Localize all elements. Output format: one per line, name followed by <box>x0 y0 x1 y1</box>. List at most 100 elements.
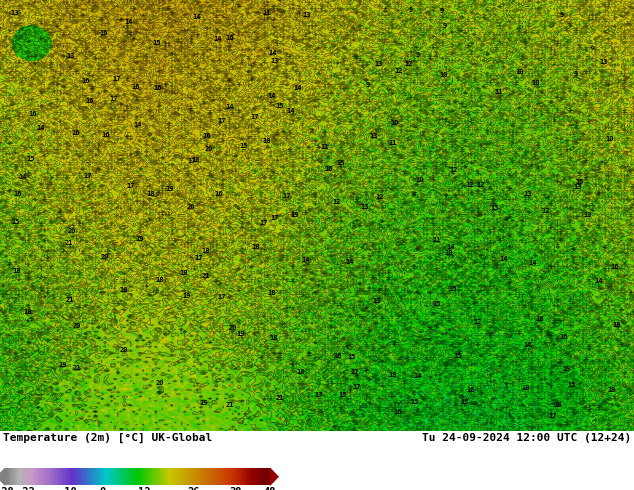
Bar <box>36 468 37 485</box>
Bar <box>225 468 227 485</box>
Text: 17: 17 <box>127 183 135 189</box>
FancyArrow shape <box>0 468 5 485</box>
Bar <box>51 468 53 485</box>
Bar <box>33 468 35 485</box>
Text: 17: 17 <box>259 220 268 226</box>
Text: 18: 18 <box>179 270 188 275</box>
Bar <box>106 468 108 485</box>
Bar <box>150 468 152 485</box>
Text: 18: 18 <box>613 322 621 328</box>
Text: 9: 9 <box>574 71 578 77</box>
Text: 14: 14 <box>36 125 45 131</box>
Text: 14: 14 <box>225 104 233 110</box>
Text: 17: 17 <box>353 385 361 391</box>
Bar <box>164 468 166 485</box>
Text: 18: 18 <box>268 290 276 296</box>
Text: 10: 10 <box>416 177 424 183</box>
Bar <box>86 468 87 485</box>
Bar <box>127 468 129 485</box>
Bar <box>6 468 8 485</box>
Text: 18: 18 <box>146 192 155 197</box>
Bar <box>34 468 36 485</box>
Bar <box>37 468 39 485</box>
Bar <box>91 468 93 485</box>
Bar <box>18 468 20 485</box>
Bar <box>124 468 126 485</box>
Text: 12: 12 <box>394 68 403 74</box>
Text: 18: 18 <box>202 248 210 254</box>
Text: 13: 13 <box>10 10 18 17</box>
Text: 20: 20 <box>67 228 76 234</box>
Text: 14: 14 <box>192 14 201 20</box>
Bar <box>107 468 109 485</box>
Text: 12: 12 <box>473 318 482 325</box>
Text: Tu 24-09-2024 12:00 UTC (12+24): Tu 24-09-2024 12:00 UTC (12+24) <box>422 433 631 443</box>
Bar <box>156 468 158 485</box>
Bar <box>262 468 264 485</box>
Text: -10: -10 <box>58 487 77 490</box>
Text: 26: 26 <box>187 487 200 490</box>
Text: 13: 13 <box>370 133 378 139</box>
Text: 9: 9 <box>439 7 444 14</box>
Bar <box>190 468 192 485</box>
Bar <box>193 468 195 485</box>
Bar <box>145 468 147 485</box>
Bar <box>234 468 236 485</box>
Bar <box>261 468 262 485</box>
Bar <box>268 468 269 485</box>
Bar <box>22 468 24 485</box>
Bar <box>152 468 154 485</box>
Bar <box>188 468 190 485</box>
Bar <box>204 468 205 485</box>
Text: 18: 18 <box>521 385 529 391</box>
Bar <box>20 468 22 485</box>
Bar <box>78 468 80 485</box>
Bar <box>54 468 56 485</box>
Bar <box>81 468 82 485</box>
Bar <box>50 468 52 485</box>
Bar <box>93 468 94 485</box>
Bar <box>11 468 13 485</box>
Text: 17: 17 <box>113 76 121 82</box>
Text: 13: 13 <box>270 58 278 64</box>
Bar <box>195 468 197 485</box>
Text: 16: 16 <box>202 133 211 139</box>
Text: 13: 13 <box>583 212 592 218</box>
Text: 11: 11 <box>389 140 398 147</box>
Text: 19: 19 <box>183 293 191 299</box>
Text: 14: 14 <box>301 257 309 263</box>
Text: 15: 15 <box>339 392 347 398</box>
Text: 16: 16 <box>325 166 333 172</box>
Text: 13: 13 <box>372 298 380 304</box>
Bar <box>252 468 253 485</box>
Bar <box>158 468 160 485</box>
Bar <box>101 468 103 485</box>
Bar <box>43 468 45 485</box>
Bar <box>58 468 60 485</box>
Text: -28: -28 <box>0 487 15 490</box>
Bar <box>236 468 237 485</box>
Bar <box>183 468 184 485</box>
Text: 21: 21 <box>65 240 73 246</box>
Bar <box>5 468 7 485</box>
Bar <box>256 468 257 485</box>
Text: 15: 15 <box>491 205 499 211</box>
Bar <box>214 468 216 485</box>
Text: 14: 14 <box>287 108 295 114</box>
Bar <box>157 468 159 485</box>
Text: 21: 21 <box>275 395 284 401</box>
Bar <box>153 468 155 485</box>
Text: 14: 14 <box>268 93 276 99</box>
Bar <box>144 468 146 485</box>
Bar <box>168 468 170 485</box>
Bar <box>108 468 110 485</box>
Bar <box>119 468 120 485</box>
Bar <box>90 468 92 485</box>
Text: 15: 15 <box>337 160 346 166</box>
Bar <box>75 468 77 485</box>
Text: 15: 15 <box>347 354 356 360</box>
Bar <box>201 468 203 485</box>
Bar <box>253 468 255 485</box>
Bar <box>39 468 41 485</box>
Bar <box>30 468 32 485</box>
